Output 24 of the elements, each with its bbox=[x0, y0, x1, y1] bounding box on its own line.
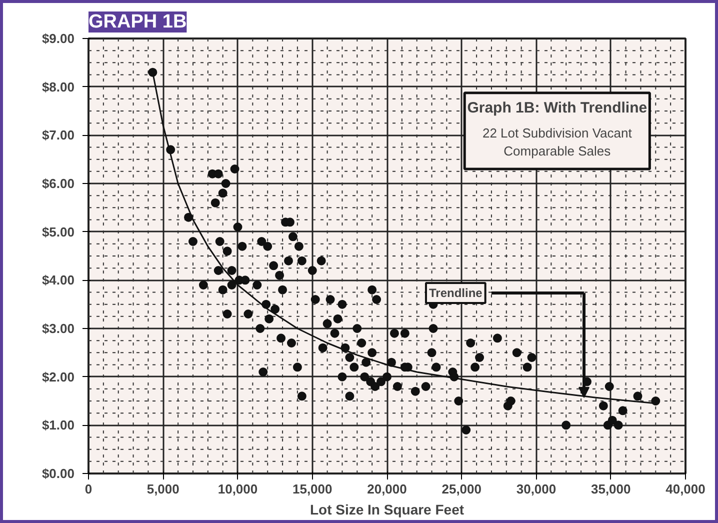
x-axis-title: Lot Size In Square Feet bbox=[310, 502, 464, 518]
x-tick-label: 15,000 bbox=[292, 482, 332, 496]
y-tick-label: $8.00 bbox=[42, 79, 75, 94]
y-tick-label: $9.00 bbox=[42, 31, 75, 46]
y-tick-label: $7.00 bbox=[42, 128, 75, 143]
y-tick-label: $3.00 bbox=[42, 321, 75, 336]
x-tick-label: 30,000 bbox=[516, 482, 556, 496]
x-tick-label: 5,000 bbox=[146, 482, 180, 496]
y-tick-label: $4.00 bbox=[42, 272, 75, 288]
y-tick-label: $2.00 bbox=[42, 369, 75, 384]
x-tick-label: 10,000 bbox=[218, 482, 258, 496]
x-tick-label: 0 bbox=[84, 482, 92, 496]
chart-title: GRAPH 1B bbox=[88, 12, 187, 32]
x-tick-label: 25,000 bbox=[442, 482, 482, 496]
annotation: 22 Lot Subdivision Vacant Comparable Sales bbox=[482, 126, 632, 158]
x-tick-label: 35,000 bbox=[590, 482, 631, 496]
y-tick-label: $0.00 bbox=[42, 466, 75, 481]
y-tick-label: $5.00 bbox=[42, 224, 75, 240]
y-tick-label: $1.00 bbox=[42, 418, 75, 433]
x-tick-label: 40,000 bbox=[666, 482, 706, 496]
annotation: Trendline bbox=[428, 286, 483, 300]
y-tick-label: $6.00 bbox=[42, 176, 75, 191]
x-tick-label: 20,000 bbox=[367, 482, 407, 496]
annotation: Graph 1B: With Trendline bbox=[467, 99, 648, 116]
